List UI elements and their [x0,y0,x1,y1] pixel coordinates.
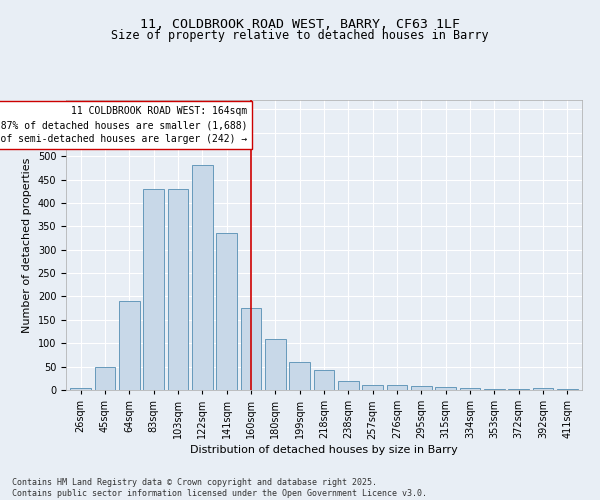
Text: Contains HM Land Registry data © Crown copyright and database right 2025.
Contai: Contains HM Land Registry data © Crown c… [12,478,427,498]
Text: 11, COLDBROOK ROAD WEST, BARRY, CF63 1LF: 11, COLDBROOK ROAD WEST, BARRY, CF63 1LF [140,18,460,30]
Bar [95,366,115,390]
Bar [314,370,334,390]
Bar [192,166,212,390]
Bar [265,338,286,390]
Text: Size of property relative to detached houses in Barry: Size of property relative to detached ho… [111,29,489,42]
Bar [436,386,456,390]
Bar [289,362,310,390]
Bar [411,386,432,390]
Bar [119,301,140,390]
Bar [533,388,553,390]
Bar [484,389,505,390]
Bar [70,388,91,390]
Bar [143,189,164,390]
Bar [241,308,262,390]
Bar [386,386,407,390]
Bar [338,380,359,390]
Bar [216,234,237,390]
Bar [167,189,188,390]
Bar [557,389,578,390]
Bar [362,386,383,390]
Bar [508,389,529,390]
Bar [460,388,481,390]
X-axis label: Distribution of detached houses by size in Barry: Distribution of detached houses by size … [190,446,458,456]
Text: 11 COLDBROOK ROAD WEST: 164sqm
← 87% of detached houses are smaller (1,688)
12% : 11 COLDBROOK ROAD WEST: 164sqm ← 87% of … [0,106,247,144]
Y-axis label: Number of detached properties: Number of detached properties [22,158,32,332]
